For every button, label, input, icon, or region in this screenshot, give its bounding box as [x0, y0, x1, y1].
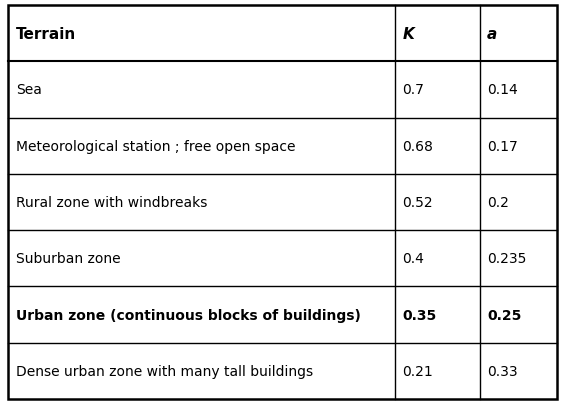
Text: Urban zone (continuous blocks of buildings): Urban zone (continuous blocks of buildin… — [16, 308, 360, 322]
Text: Suburban zone: Suburban zone — [16, 252, 120, 266]
Text: 0.17: 0.17 — [487, 139, 518, 153]
Text: 0.2: 0.2 — [487, 196, 509, 209]
Text: Sea: Sea — [16, 83, 42, 97]
Text: 0.4: 0.4 — [402, 252, 424, 266]
Text: 0.52: 0.52 — [402, 196, 433, 209]
Text: Meteorological station ; free open space: Meteorological station ; free open space — [16, 139, 295, 153]
Text: 0.235: 0.235 — [487, 252, 527, 266]
Text: 0.21: 0.21 — [402, 364, 433, 378]
Text: Terrain: Terrain — [16, 27, 76, 42]
Text: 0.7: 0.7 — [402, 83, 424, 97]
Text: K: K — [402, 27, 414, 42]
Text: Rural zone with windbreaks: Rural zone with windbreaks — [16, 196, 207, 209]
Text: 0.68: 0.68 — [402, 139, 433, 153]
Text: 0.25: 0.25 — [487, 308, 521, 322]
Text: 0.33: 0.33 — [487, 364, 518, 378]
Text: a: a — [487, 27, 497, 42]
Text: Dense urban zone with many tall buildings: Dense urban zone with many tall building… — [16, 364, 313, 378]
Text: 0.35: 0.35 — [402, 308, 436, 322]
Text: 0.14: 0.14 — [487, 83, 518, 97]
